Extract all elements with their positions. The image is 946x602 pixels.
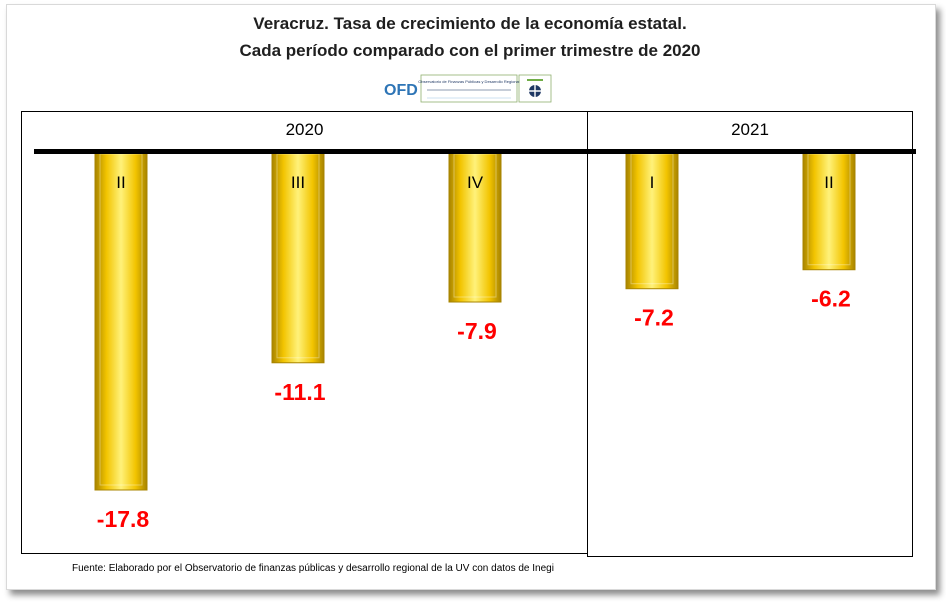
category-label-1: II [116, 173, 125, 192]
bar-bevel-5 [807, 153, 851, 266]
bar-bevel-2 [276, 153, 320, 359]
value-label-4: -7.2 [634, 305, 674, 331]
group-label-2021: 2021 [731, 120, 769, 139]
logo-box [420, 74, 518, 103]
uv-emblem-box [518, 74, 552, 103]
uv-emblem-icon [527, 79, 543, 97]
bar-3 [448, 151, 502, 303]
group-label-2020: 2020 [285, 120, 324, 139]
category-label-4: I [650, 173, 655, 192]
bar-1 [94, 151, 148, 491]
category-label-5: II [824, 173, 833, 192]
bar-bevel-1 [99, 153, 143, 486]
value-label-3: -7.9 [457, 318, 497, 344]
chart-title-line2: Cada período comparado con el primer tri… [239, 41, 701, 60]
zero-axis-line [34, 149, 916, 154]
logo-text: OFD [384, 82, 418, 99]
source-note: Fuente: Elaborado por el Observatorio de… [72, 563, 554, 574]
bar-bevel-3 [453, 153, 497, 298]
value-label-1: -17.8 [97, 506, 150, 532]
value-label-5: -6.2 [811, 286, 851, 312]
bar-bevel-4 [630, 153, 674, 285]
ofd-logo: OFD Observatorio de Finanzas Públicas y … [384, 74, 552, 103]
category-label-3: IV [467, 173, 484, 192]
chart-title-line1: Veracruz. Tasa de crecimiento de la econ… [253, 14, 687, 33]
bar-2 [271, 151, 325, 364]
logo-caption: Observatorio de Finanzas Públicas y Desa… [418, 79, 519, 84]
bar-5 [802, 151, 856, 271]
panel-2021 [587, 111, 913, 557]
category-label-2: III [291, 173, 305, 192]
value-label-2: -11.1 [274, 379, 325, 405]
